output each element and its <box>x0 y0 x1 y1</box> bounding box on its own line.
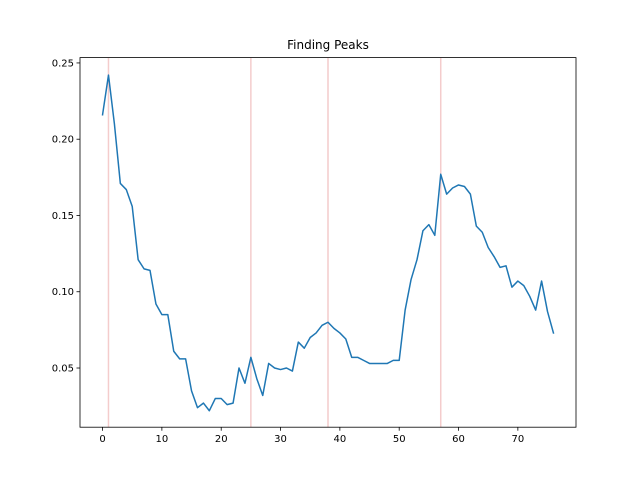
x-tick-label-3: 30 <box>274 434 287 445</box>
y-tick-label-3: 0.20 <box>52 135 74 146</box>
series-layer <box>101 74 555 412</box>
series-line-0 <box>101 74 555 412</box>
y-tick-label-1: 0.10 <box>52 287 74 298</box>
x-tick-label-6: 60 <box>452 434 465 445</box>
y-tick-label-0: 0.05 <box>52 364 74 375</box>
x-tick-label-7: 70 <box>511 434 524 445</box>
x-axis: 0 10 20 30 40 50 60 70 <box>99 427 524 445</box>
peak-lines <box>107 57 442 428</box>
y-axis: 0.05 0.10 0.15 0.20 0.25 <box>52 58 80 375</box>
x-tick-label-1: 10 <box>156 434 169 445</box>
y-tick-label-2: 0.15 <box>52 211 74 222</box>
x-tick-label-4: 40 <box>333 434 346 445</box>
plot-frame <box>79 57 577 428</box>
x-tick-label-5: 50 <box>393 434 406 445</box>
x-tick-label-2: 20 <box>215 434 228 445</box>
y-tick-label-4: 0.25 <box>52 58 74 69</box>
chart-title: Finding Peaks <box>287 38 369 52</box>
x-tick-label-0: 0 <box>99 434 105 445</box>
